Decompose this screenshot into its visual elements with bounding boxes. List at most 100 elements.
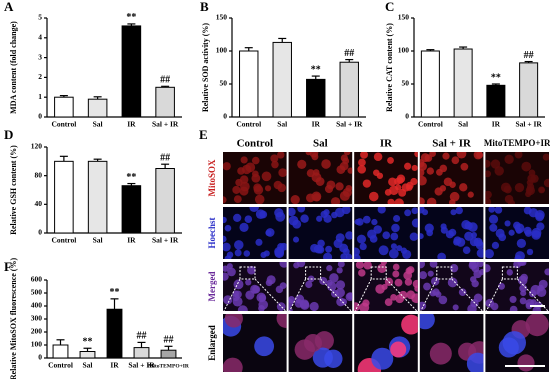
y-axis-label: Relative CAT content (%) xyxy=(385,23,394,112)
cell xyxy=(451,156,460,165)
cell xyxy=(279,242,287,251)
cell xyxy=(537,284,544,292)
cell xyxy=(519,262,527,266)
cell xyxy=(371,347,394,370)
cell xyxy=(411,218,418,228)
cell xyxy=(271,160,279,169)
cell xyxy=(240,156,248,164)
bar xyxy=(121,25,142,118)
cells xyxy=(357,314,418,372)
cell xyxy=(528,169,536,177)
y-tick-label: 500 xyxy=(31,288,43,297)
cell xyxy=(384,189,392,196)
cell xyxy=(305,193,315,203)
column-header: MitoTEMPO+IR xyxy=(484,138,550,148)
cell xyxy=(475,241,484,250)
cell xyxy=(494,207,503,214)
bar xyxy=(486,84,506,118)
bar xyxy=(453,48,473,118)
cell xyxy=(232,185,241,194)
cell xyxy=(513,221,521,230)
bar xyxy=(121,185,142,234)
cell xyxy=(490,159,501,169)
cell xyxy=(323,252,333,259)
cell xyxy=(345,253,353,259)
panel-label: D xyxy=(4,127,13,142)
cell xyxy=(223,235,227,243)
cell xyxy=(411,207,418,215)
bar xyxy=(54,96,74,118)
cell xyxy=(288,215,299,226)
cell xyxy=(376,172,384,179)
cell xyxy=(445,230,454,239)
cells xyxy=(357,152,418,204)
x-tick-label: MitoTEMPO+IR xyxy=(148,363,190,369)
y-tick-label: 150 xyxy=(398,13,410,22)
cell xyxy=(440,223,447,230)
cell xyxy=(240,181,250,192)
cell xyxy=(432,288,440,296)
cell xyxy=(401,183,410,192)
cell xyxy=(335,280,346,290)
cell xyxy=(394,198,404,204)
cell xyxy=(390,243,397,250)
bar xyxy=(272,41,292,118)
cell xyxy=(419,271,428,280)
cell xyxy=(436,168,443,176)
x-tick-label: Control xyxy=(418,120,443,129)
cell xyxy=(249,207,259,212)
cell xyxy=(362,299,370,307)
cell xyxy=(312,193,321,202)
column-header: IR xyxy=(380,138,393,150)
cell xyxy=(392,263,400,271)
cell xyxy=(340,253,348,259)
y-tick-label: 100 xyxy=(31,340,43,349)
cell xyxy=(234,290,242,299)
cell xyxy=(427,270,434,277)
cell xyxy=(476,248,484,258)
zoom-line xyxy=(254,278,286,312)
cell xyxy=(270,154,279,163)
cell xyxy=(404,209,412,217)
cell xyxy=(288,296,296,304)
x-tick-label: IR xyxy=(127,236,136,245)
cell xyxy=(275,211,286,222)
y-tick-label: 80 xyxy=(35,170,43,179)
cells xyxy=(419,262,484,311)
cell xyxy=(388,248,399,259)
cell xyxy=(429,262,438,268)
cell xyxy=(509,295,517,303)
cell xyxy=(253,185,264,195)
y-tick-label: 0 xyxy=(38,353,42,362)
zoom-line xyxy=(223,278,241,312)
cell xyxy=(456,152,467,159)
cell xyxy=(387,156,394,164)
cell xyxy=(367,229,377,239)
y-tick-label: 200 xyxy=(31,327,43,336)
cell xyxy=(337,262,345,268)
cell xyxy=(245,290,255,300)
y-tick-label: 100 xyxy=(216,46,228,55)
cell xyxy=(419,207,425,214)
cell xyxy=(420,153,430,163)
cell xyxy=(345,231,353,240)
zoom-box xyxy=(436,266,453,280)
cell xyxy=(419,301,427,311)
cell xyxy=(359,242,367,251)
cell xyxy=(414,285,418,292)
cell xyxy=(452,304,459,311)
cell xyxy=(247,265,256,275)
cell xyxy=(525,185,535,196)
cell xyxy=(504,220,511,227)
row-label: Merged xyxy=(207,272,217,302)
x-tick-label: IR xyxy=(127,120,136,129)
cell xyxy=(382,231,391,240)
row-label: Hoechst xyxy=(207,218,217,249)
cell xyxy=(449,264,459,273)
bar xyxy=(79,351,96,359)
cell xyxy=(466,352,484,372)
cell xyxy=(292,236,300,243)
cell xyxy=(254,336,275,357)
cell xyxy=(514,182,525,193)
